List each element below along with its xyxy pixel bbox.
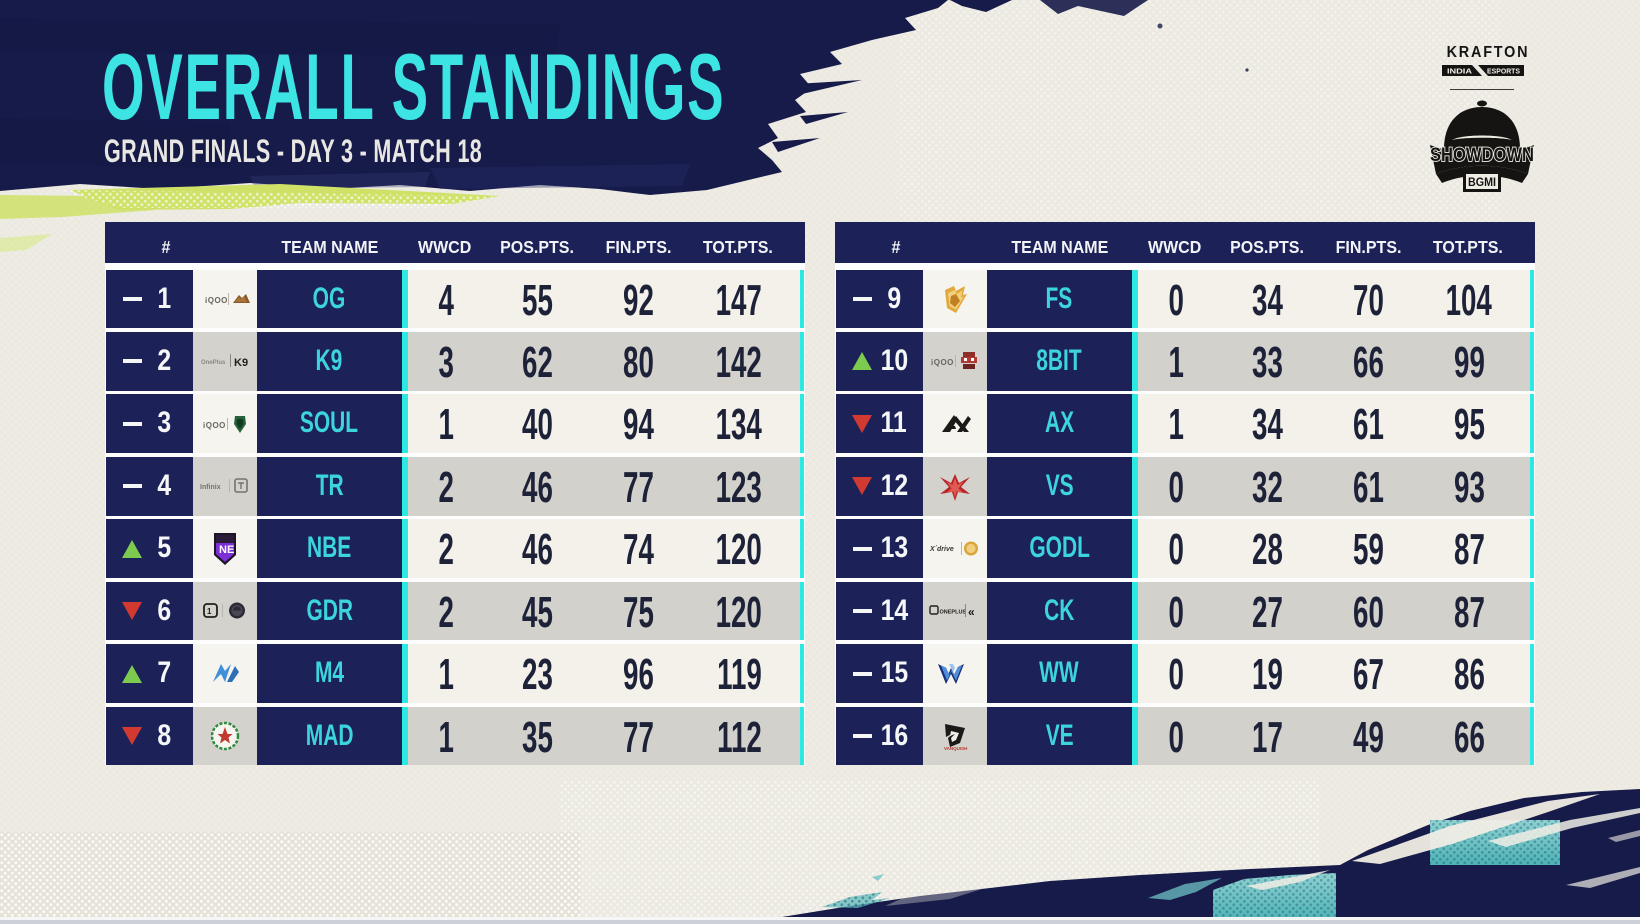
svg-text:iQOO: iQOO <box>203 421 226 430</box>
svg-text:1: 1 <box>207 607 212 616</box>
svg-text:SHOWDOWN: SHOWDOWN <box>1430 145 1534 166</box>
svg-text:SHOWDOWN: SHOWDOWN <box>1430 145 1534 166</box>
svg-text:X´drive: X´drive <box>929 546 954 553</box>
svg-text:INDIA: INDIA <box>1447 67 1473 76</box>
svg-text:«: « <box>968 605 975 619</box>
svg-text:ONEPLUS: ONEPLUS <box>940 610 967 616</box>
svg-text:ESPORTS: ESPORTS <box>1487 67 1520 76</box>
svg-text:Infinix: Infinix <box>200 484 221 491</box>
svg-text:OnePlus: OnePlus <box>201 360 226 366</box>
svg-text:K9: K9 <box>234 357 248 369</box>
svg-text:VANQUISH: VANQUISH <box>944 746 967 751</box>
svg-text:NE: NE <box>219 544 234 556</box>
svg-text:iQOO: iQOO <box>931 358 954 367</box>
svg-text:BGMI: BGMI <box>1468 177 1496 189</box>
svg-text:iQOO: iQOO <box>205 296 228 305</box>
